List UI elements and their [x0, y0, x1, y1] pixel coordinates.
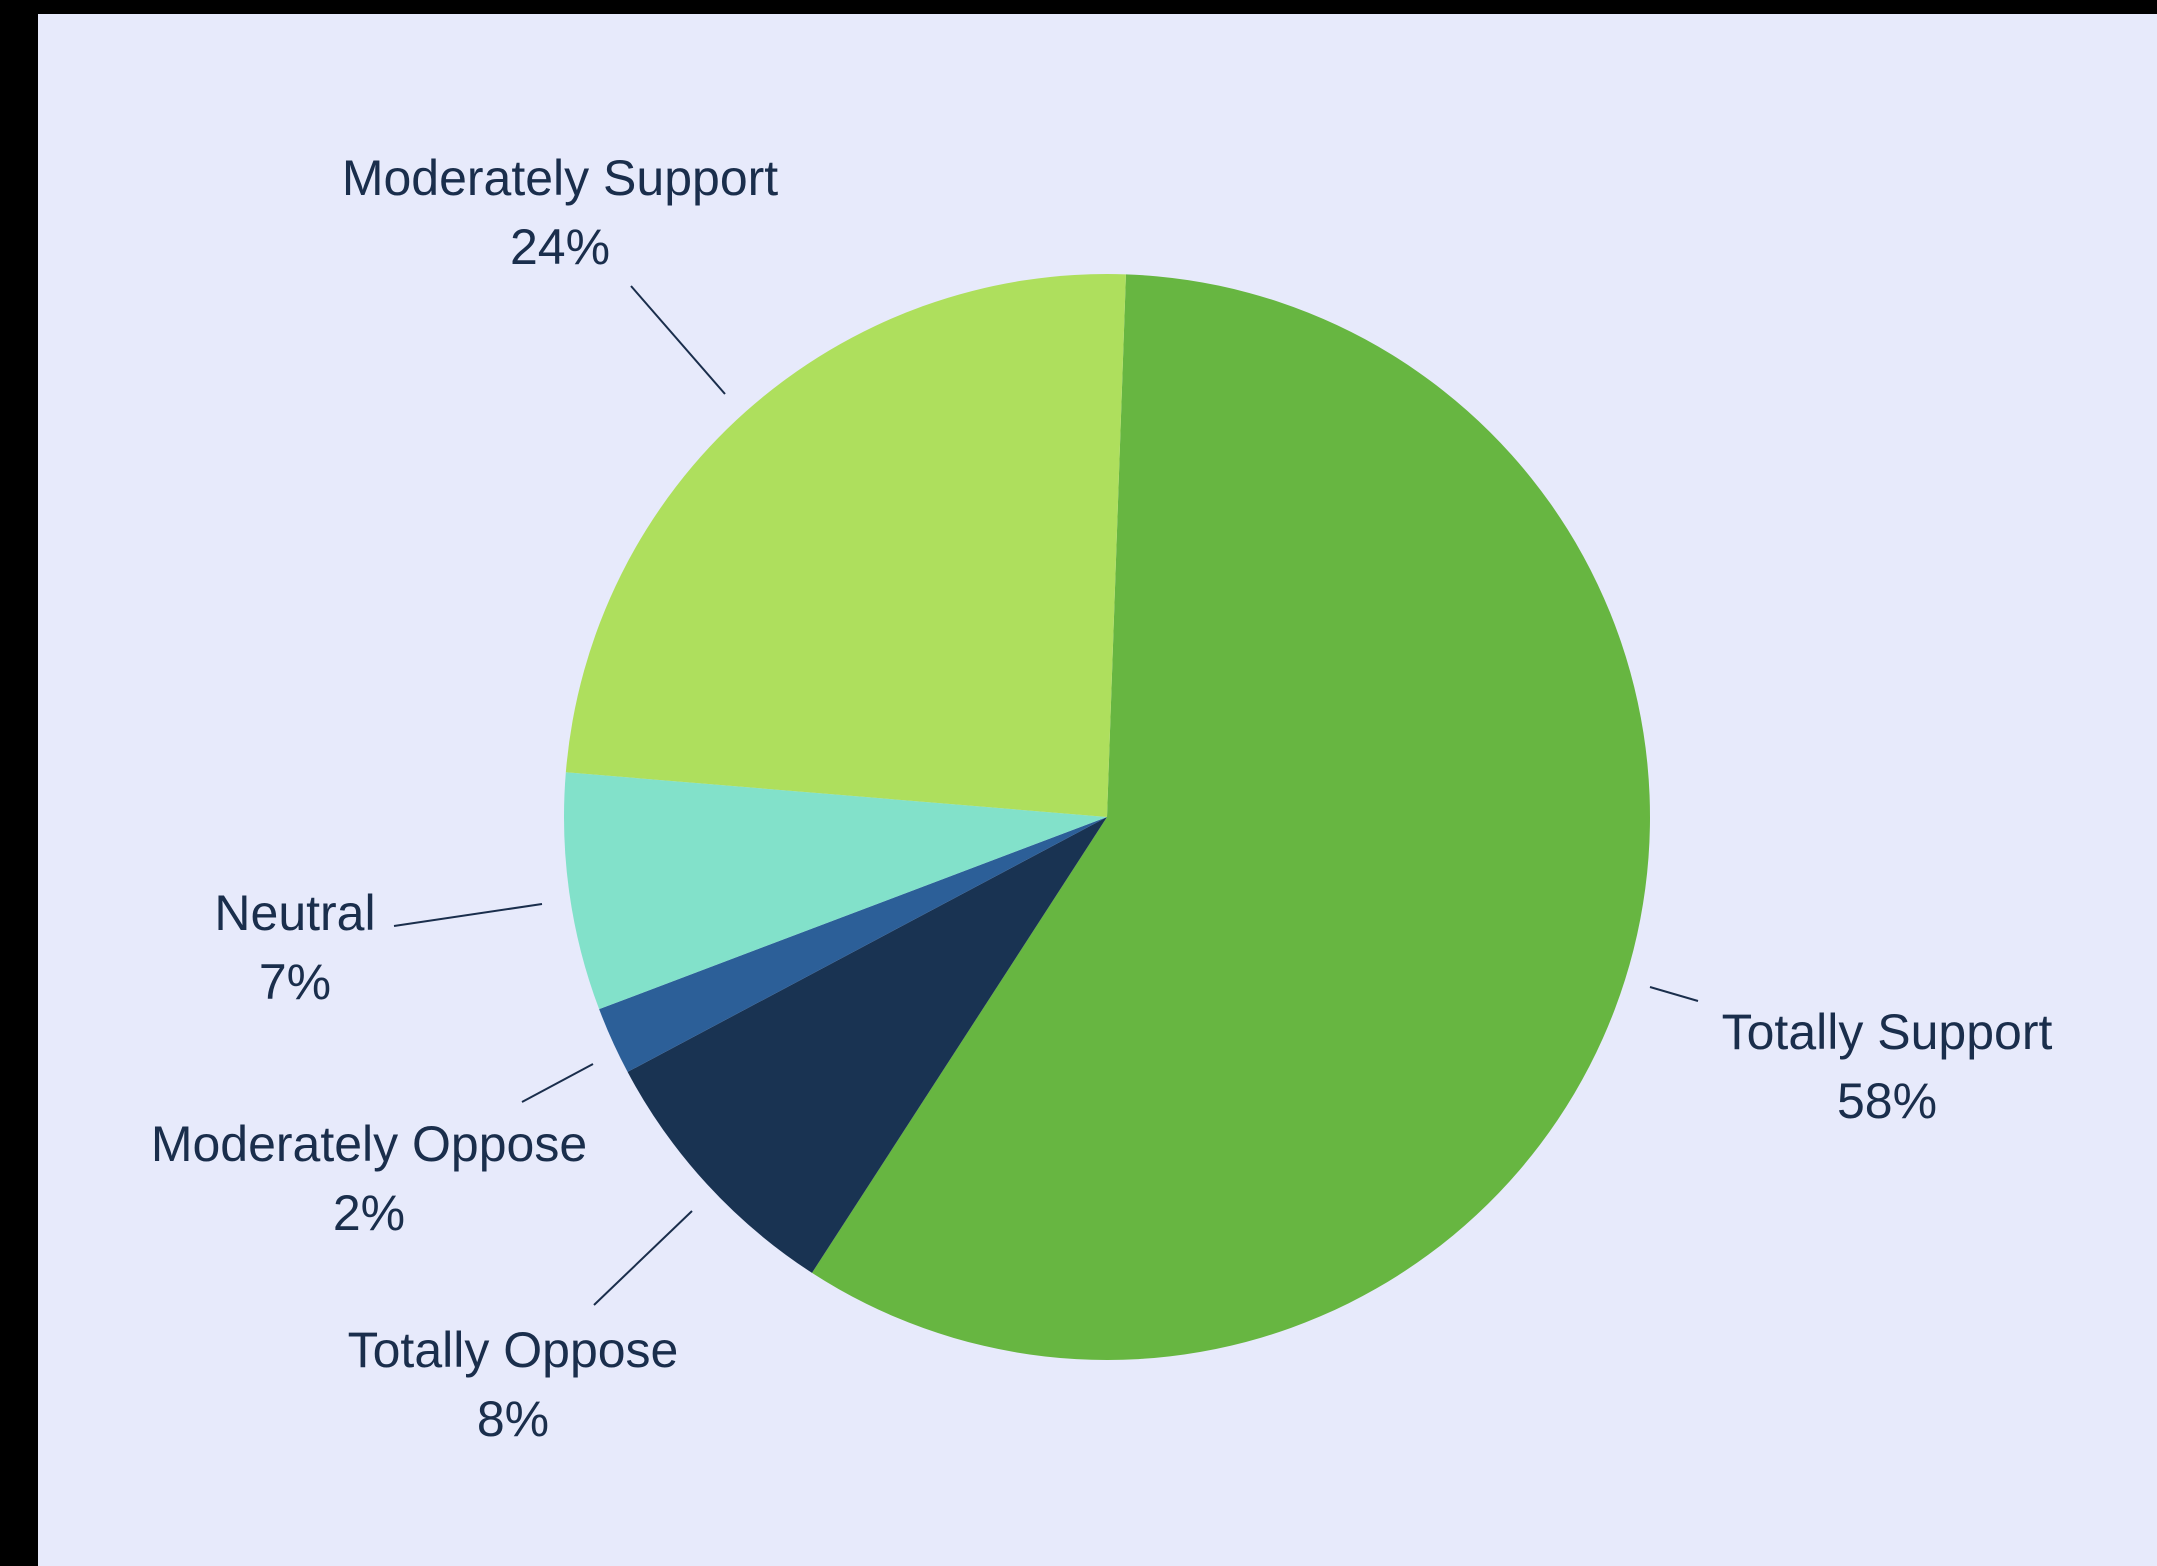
- leader-line-moderately-support: [630, 285, 726, 395]
- leader-line-totally-oppose: [593, 1210, 693, 1306]
- slice-name-label-totally-oppose: Totally Oppose: [348, 1322, 679, 1378]
- slice-labels: Totally Support 58% Totally Oppose 8% Modera…: [151, 150, 2053, 1447]
- slice-value-label-neutral: 7%: [259, 954, 331, 1010]
- leader-lines: [393, 285, 1699, 1306]
- slice-value-label-moderately-oppose: 2%: [333, 1185, 405, 1241]
- leader-line-moderately-oppose: [521, 1063, 594, 1103]
- slice-value-label-totally-support: 58%: [1837, 1073, 1937, 1129]
- slice-name-label-moderately-oppose: Moderately Oppose: [151, 1116, 587, 1172]
- pie-slice-moderately-support: [565, 274, 1126, 817]
- slice-name-label-moderately-support: Moderately Support: [342, 150, 778, 206]
- pie-slice-moderately-oppose: [599, 817, 1107, 1072]
- slice-name-label-neutral: Neutral: [214, 885, 375, 941]
- slice-value-label-totally-oppose: 8%: [477, 1391, 549, 1447]
- leader-line-totally-support: [1649, 986, 1699, 1002]
- pie-slice-totally-oppose: [627, 817, 1107, 1273]
- slice-name-label-totally-support: Totally Support: [1722, 1004, 2053, 1060]
- pie-slice-totally-support: [811, 274, 1650, 1361]
- leader-line-neutral: [393, 903, 543, 927]
- pie-slices: [564, 274, 1650, 1361]
- slice-value-label-moderately-support: 24%: [510, 219, 610, 275]
- pie-slice-neutral: [564, 772, 1107, 1010]
